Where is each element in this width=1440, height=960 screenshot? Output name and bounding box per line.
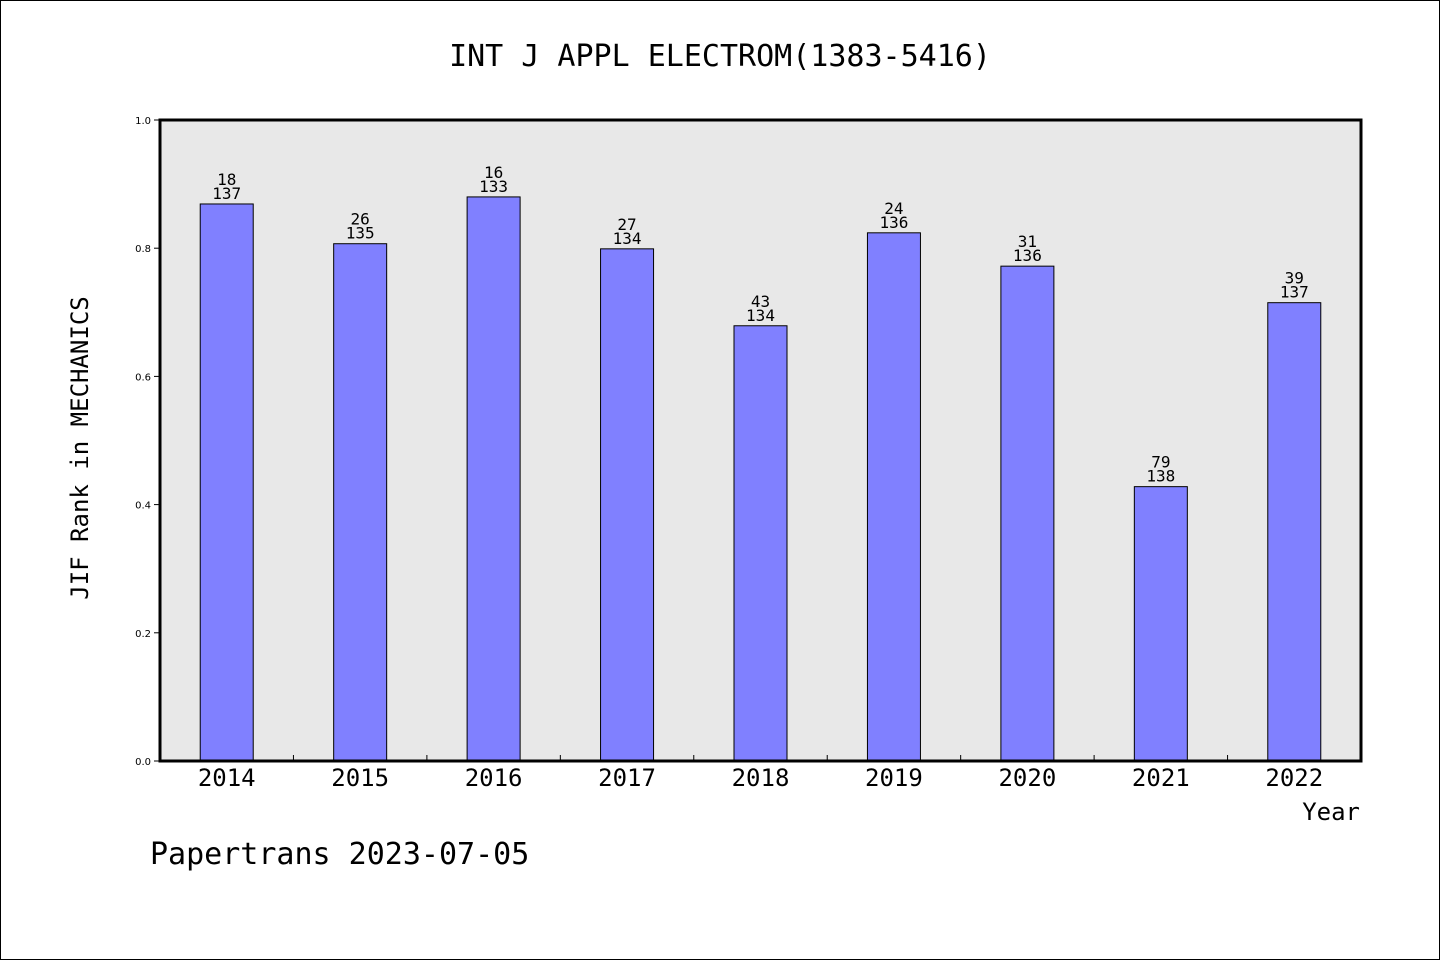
chart-title: INT J APPL ELECTROM(1383-5416) [449,39,991,74]
y-axis-ticks: 0.0 0.2 0.4 0.6 0.8 1.0 [135,116,160,768]
bar-total-label: 137 [1280,283,1309,302]
x-tick-label: 2015 [331,764,389,792]
bar-total-label: 135 [346,224,375,243]
bar-total-label: 134 [613,229,642,248]
y-tick-label: 0.8 [135,244,151,255]
bars-group: 1813726135161332713443134241363113679138… [199,163,1322,762]
bar-2022 [1267,302,1322,762]
y-tick-label: 0.2 [135,629,151,640]
bar-total-label: 138 [1146,467,1175,486]
bar-rank-label: 43 [751,292,770,311]
x-axis-label: Year [1302,798,1360,826]
x-tick-label: 2020 [998,764,1056,792]
bar-rank-label: 16 [484,163,503,182]
bar-2017 [600,248,655,762]
x-tick-label: 2018 [732,764,790,792]
x-tick-label: 2017 [598,764,656,792]
plot-border [158,118,1363,763]
bar-2014 [199,203,254,762]
y-tick-label: 0.4 [135,501,151,512]
footer-text: Papertrans 2023-07-05 [150,837,529,872]
x-tick-label: 2014 [198,764,256,792]
x-tick-label: 2021 [1132,764,1190,792]
bar-2018 [733,325,788,762]
bar-total-label: 137 [212,184,241,203]
bar-total-label: 133 [479,177,508,196]
bar-2020 [1000,265,1055,762]
x-tick-label: 2022 [1265,764,1323,792]
bar-rank-label: 24 [884,199,903,218]
bar-2015 [333,243,388,762]
bar-2016 [466,196,521,762]
bar-2019 [866,232,921,762]
bar-total-label: 136 [879,213,908,232]
bar-rank-label: 26 [351,210,370,229]
bar-rank-label: 39 [1285,269,1304,288]
bar-rank-label: 79 [1151,453,1170,472]
y-axis-label: JIF Rank in MECHANICS [66,296,94,599]
bar-2021 [1133,486,1188,762]
x-axis-ticks: 2014 2015 2016 2017 2018 2019 2020 2021 2022 [198,755,1323,792]
bar-rank-label: 31 [1018,232,1037,251]
bar-total-label: 134 [746,306,775,325]
x-tick-label: 2016 [465,764,523,792]
bar-rank-label: 18 [217,170,236,189]
x-tick-label: 2019 [865,764,923,792]
bar-rank-label: 27 [617,215,636,234]
y-tick-label: 0.0 [135,757,151,768]
y-tick-label: 1.0 [135,116,151,127]
y-tick-label: 0.6 [135,372,151,383]
bar-total-label: 136 [1013,246,1042,265]
